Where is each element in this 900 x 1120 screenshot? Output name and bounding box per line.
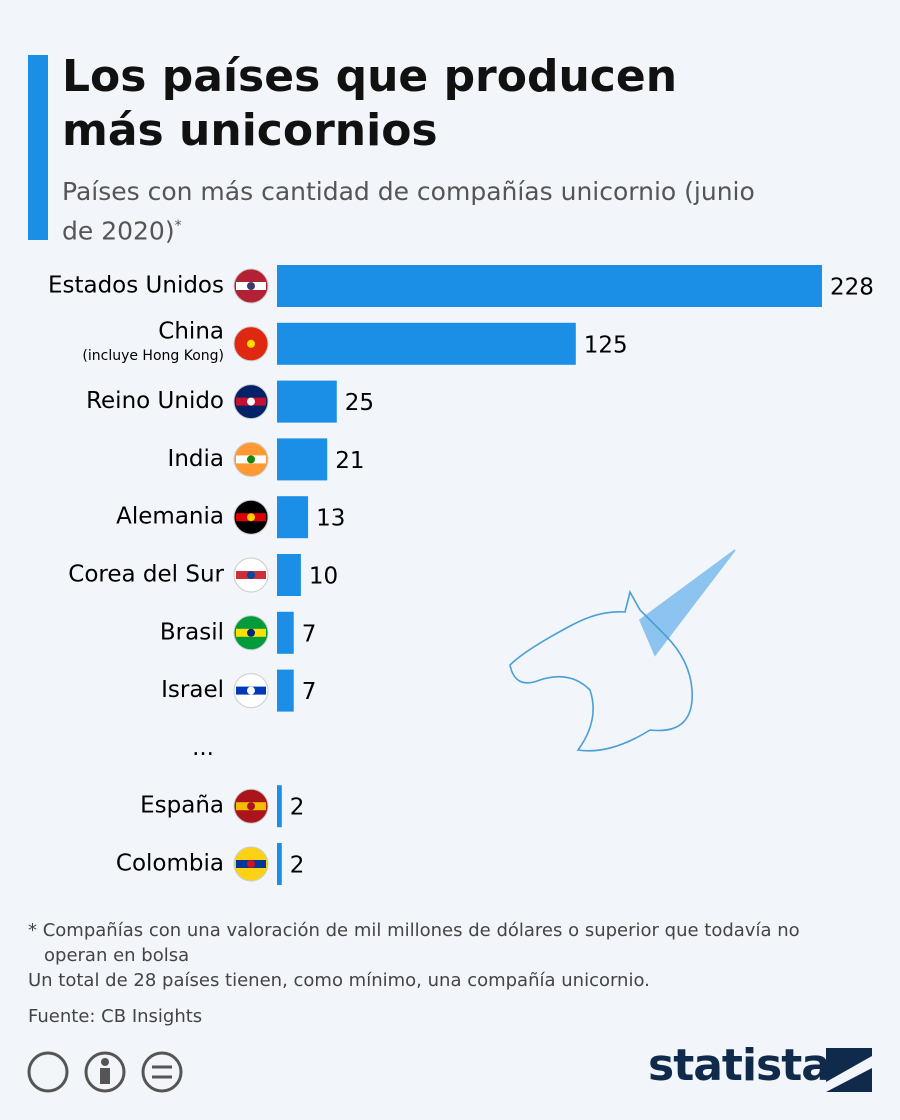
chart-title: Los países que producen más unicornios: [62, 51, 678, 156]
license-icons: [27, 1051, 183, 1093]
bar: [277, 265, 822, 307]
bar: [277, 554, 301, 596]
bar: [277, 611, 294, 654]
category-label: Alemania: [116, 504, 224, 530]
flag-emblem: [247, 397, 255, 406]
category-label: España: [140, 793, 224, 819]
value-label: 2: [290, 853, 305, 879]
category-label: China: [158, 318, 224, 344]
flag-emblem: [247, 513, 255, 522]
value-label: 10: [309, 564, 338, 590]
brand-logo: statista: [648, 1040, 831, 1091]
bar: [277, 785, 282, 828]
flag-emblem: [247, 455, 255, 464]
flag-emblem: [247, 686, 255, 695]
footnote: * Compañías con una valoración de mil mi…: [28, 920, 800, 966]
category-label: Colombia: [116, 851, 224, 877]
bar: [277, 496, 309, 539]
value-label: 125: [584, 332, 628, 358]
category-label: Israel: [161, 677, 224, 703]
value-label: 2: [290, 795, 305, 821]
chart: Estados Unidos 228 China (incluye Hong Kong…: [48, 265, 874, 885]
bar: [277, 843, 282, 885]
value-label: 13: [316, 506, 345, 532]
notes: * Compañías con una valoración de mil mi…: [28, 918, 828, 993]
subtitle-text: Países con más cantidad de compañías uni…: [62, 177, 755, 246]
brand-icon: [826, 1048, 872, 1092]
value-label: 21: [335, 448, 364, 474]
category-label: Brasil: [160, 619, 224, 645]
chart-subtitle: Países con más cantidad de compañías uni…: [62, 174, 782, 248]
flag-emblem: [247, 339, 255, 348]
category-label: Estados Unidos: [48, 273, 224, 299]
bar: [277, 322, 576, 365]
flag-emblem: [247, 860, 255, 868]
value-label: 7: [302, 679, 317, 705]
category-label: Reino Unido: [86, 388, 224, 414]
value-label: 25: [345, 390, 374, 416]
value-label: 7: [302, 621, 317, 647]
source: Fuente: CB Insights: [28, 1006, 203, 1027]
bar: [277, 669, 294, 712]
flag-emblem: [247, 571, 255, 579]
category-label: Corea del Sur: [68, 562, 224, 588]
flag-emblem: [247, 628, 255, 637]
note: Un total de 28 países tienen, como mínim…: [28, 970, 650, 991]
accent-bar: [28, 55, 48, 240]
category-label: India: [168, 446, 224, 472]
category-label: ...: [192, 735, 214, 761]
value-label: 228: [830, 275, 874, 301]
category-sublabel: (incluye Hong Kong): [82, 348, 224, 364]
unicorn-illustration: [509, 549, 736, 752]
flag-emblem: [247, 802, 255, 811]
flag-emblem: [247, 282, 255, 290]
bar: [277, 380, 337, 423]
subtitle-mark: *: [174, 218, 182, 234]
bar: [277, 438, 328, 481]
